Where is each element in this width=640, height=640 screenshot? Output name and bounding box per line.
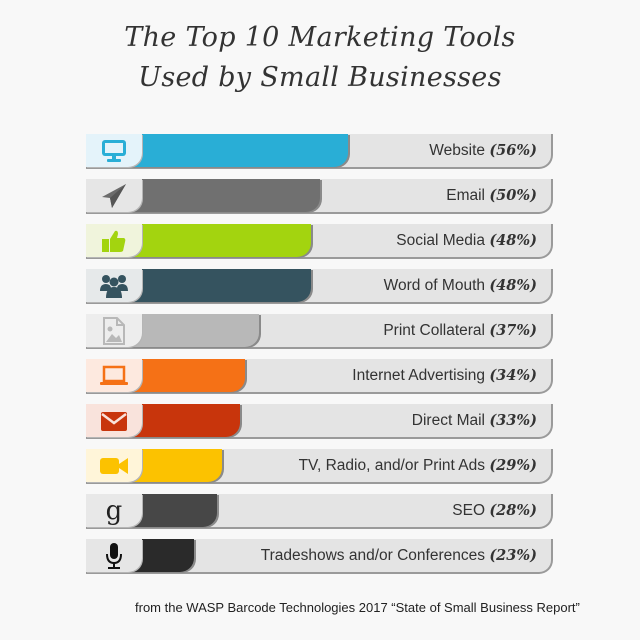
icon-box	[86, 449, 142, 482]
source-caption: from the WASP Barcode Technologies 2017 …	[135, 600, 580, 615]
icon-box	[86, 404, 142, 437]
laptop-icon	[99, 365, 129, 387]
monitor-icon	[100, 139, 128, 163]
bar	[126, 134, 348, 167]
title-line-2: Used by Small Businesses	[138, 62, 502, 93]
bar	[126, 359, 246, 392]
bar-row-direct-mail: Direct Mail (33%)	[86, 404, 553, 439]
bar-label: Direct Mail (33%)	[411, 412, 537, 429]
bar-label: SEO (28%)	[452, 502, 537, 519]
bar-label: Tradeshows and/or Conferences (23%)	[260, 547, 537, 564]
bar-row-tradeshows: Tradeshows and/or Conferences (23%)	[86, 539, 553, 574]
bar-row-email: Email (50%)	[86, 179, 553, 214]
bar	[126, 404, 241, 437]
thumbs-up-icon	[101, 229, 127, 253]
bar-label: Print Collateral (37%)	[383, 322, 537, 339]
chart-title: The Top 10 Marketing Tools Used by Small…	[0, 18, 640, 98]
bar-row-word-of-mouth: Word of Mouth (48%)	[86, 269, 553, 304]
bar-label: Internet Advertising (34%)	[352, 367, 537, 384]
bar	[126, 179, 320, 212]
users-group-icon	[99, 273, 129, 299]
bar-row-tv-radio-print: TV, Radio, and/or Print Ads (29%)	[86, 449, 553, 484]
bar	[126, 269, 311, 302]
title-line-1: The Top 10 Marketing Tools	[124, 22, 516, 53]
icon-box	[86, 359, 142, 392]
icon-box	[86, 539, 142, 572]
bar-label: Social Media (48%)	[396, 232, 537, 249]
google-g-icon: g	[105, 495, 123, 526]
icon-box	[86, 224, 142, 257]
video-camera-icon	[99, 456, 129, 476]
bar-label: Email (50%)	[446, 187, 537, 204]
bar-row-social-media: Social Media (48%)	[86, 224, 553, 259]
icon-box	[86, 134, 142, 167]
bar-label: Word of Mouth (48%)	[383, 277, 537, 294]
icon-box	[86, 179, 142, 212]
bar-label: TV, Radio, and/or Print Ads (29%)	[298, 457, 537, 474]
bar	[126, 314, 260, 347]
bar-row-print-collateral: Print Collateral (37%)	[86, 314, 553, 349]
paper-plane-icon	[100, 183, 128, 209]
bar-label: Website (56%)	[429, 142, 537, 159]
bar	[126, 224, 311, 257]
bar-row-seo: g SEO (28%)	[86, 494, 553, 529]
icon-box: g	[86, 494, 142, 527]
icon-box	[86, 314, 142, 347]
envelope-icon	[100, 410, 128, 432]
bar-row-website: Website (56%)	[86, 134, 553, 169]
bar-row-internet-advertising: Internet Advertising (34%)	[86, 359, 553, 394]
icon-box	[86, 269, 142, 302]
image-file-icon	[102, 316, 126, 345]
microphone-icon	[104, 542, 124, 570]
